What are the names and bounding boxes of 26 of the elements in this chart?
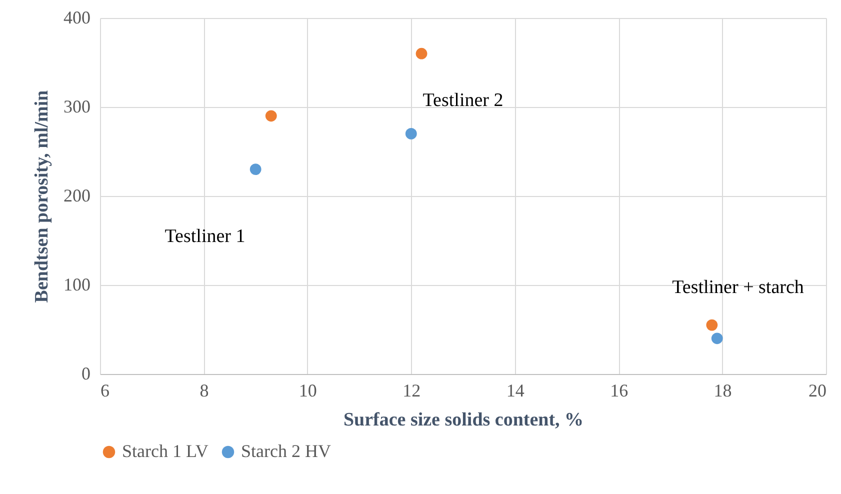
annotation: Testliner + starch (672, 277, 804, 298)
y-tick-label: 200 (64, 186, 90, 206)
legend-label: Starch 2 HV (241, 441, 331, 461)
x-tick-label: 16 (610, 380, 628, 400)
y-tick-label: 0 (82, 364, 90, 384)
x-axis-title: Surface size solids content, % (343, 410, 584, 430)
y-tick-label: 300 (64, 96, 90, 116)
annotation: Testliner 1 (164, 226, 246, 247)
point (711, 332, 723, 344)
y-tick-label: 100 (64, 274, 90, 294)
x-tick-label: 10 (298, 380, 317, 400)
point (706, 319, 718, 331)
point (265, 110, 277, 122)
x-tick-label: 12 (402, 380, 421, 400)
x-tick-label: 8 (200, 380, 209, 400)
annotation: Testliner 2 (422, 90, 504, 111)
x-tick-label: 18 (714, 380, 732, 400)
y-tick-label: 400 (64, 8, 90, 28)
legend-label: Starch 1 LV (122, 441, 208, 461)
x-tick-label: 20 (808, 380, 826, 400)
x-tick-label: 6 (100, 380, 110, 400)
point (250, 164, 262, 175)
x-tick-label: 14 (506, 380, 524, 400)
y-axis-title: Bendtsen porosity, ml/min (32, 90, 52, 303)
point (416, 48, 428, 60)
point (405, 128, 417, 140)
